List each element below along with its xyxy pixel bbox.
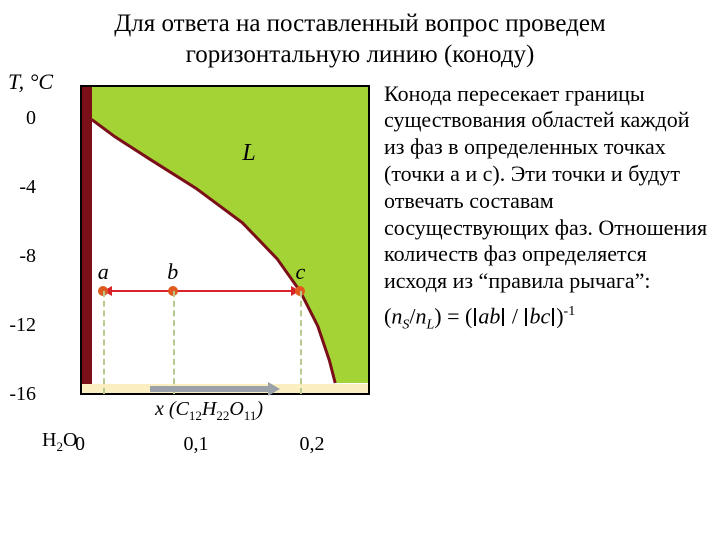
drop-line-a — [103, 291, 105, 394]
title-line-2: горизонтальную линию (коноду) — [186, 41, 535, 68]
y-tick-label: -4 — [8, 176, 36, 199]
y-tick-label: 0 — [8, 107, 36, 130]
y-axis-label: T, °C — [8, 69, 53, 95]
conode-line — [103, 290, 300, 292]
drop-line-c — [300, 291, 302, 394]
x-axis-caption: x (C12H22O11) — [155, 398, 263, 424]
title-line-1: Для ответа на поставленный вопрос провед… — [114, 10, 606, 37]
y-tick-label: -8 — [8, 245, 36, 268]
point-label-b: b — [167, 259, 178, 285]
x-axis-arrow-icon — [150, 382, 280, 396]
chart-box: L abc T, °C 0-4-8-12-1600,10,2 — [40, 75, 380, 430]
chart-column: L abc T, °C 0-4-8-12-1600,10,2 H2O x (C1… — [10, 75, 380, 430]
x-axis-origin-label: H2O — [42, 429, 77, 455]
x-tick-label: 0,2 — [300, 433, 325, 456]
region-label-l: L — [242, 140, 255, 167]
x-tick-label: 0,1 — [184, 433, 209, 456]
point-label-a: a — [98, 259, 109, 285]
y-tick-label: -12 — [8, 314, 36, 337]
drop-line-b — [173, 291, 175, 394]
page-title: Для ответа на поставленный вопрос провед… — [0, 0, 720, 75]
liquid-region — [80, 85, 370, 395]
phase-diagram-plot: L a b c — [80, 85, 370, 395]
y-tick-label: -16 — [8, 383, 36, 406]
solid-region — [80, 85, 92, 395]
content-row: L abc T, °C 0-4-8-12-1600,10,2 H2O x (C1… — [0, 75, 720, 430]
formula: (nS/nL) = (ab / bc)-1 — [384, 303, 710, 334]
text-column: Конода пересекает границы существования … — [380, 75, 710, 430]
point-label-c: c — [296, 259, 306, 285]
body-paragraph: Конода пересекает границы существования … — [384, 81, 710, 296]
